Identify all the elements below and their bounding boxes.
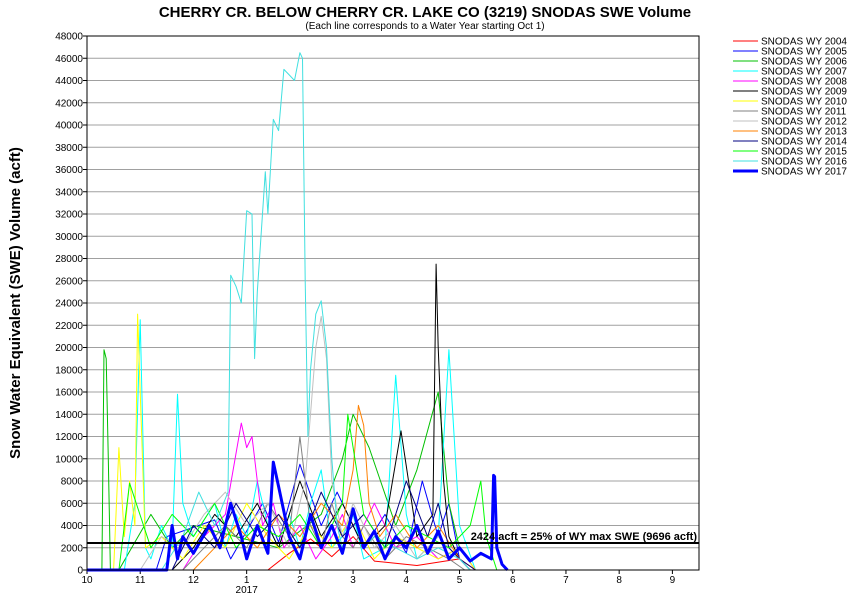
y-tick-label: 22000 xyxy=(55,321,83,332)
y-tick-label: 46000 xyxy=(55,54,83,65)
y-axis-label: Snow Water Equivalent (SWE) Volume (acft… xyxy=(7,147,24,459)
legend-label: SNODAS WY 2016 xyxy=(761,157,847,168)
y-tick-label: 10000 xyxy=(55,454,83,465)
chart-subtitle: (Each line corresponds to a Water Year s… xyxy=(305,21,544,32)
y-tick-label: 42000 xyxy=(55,98,83,109)
legend-label: SNODAS WY 2007 xyxy=(761,67,847,78)
y-tick-label: 14000 xyxy=(55,410,83,421)
x-tick-label: 10 xyxy=(81,575,93,586)
y-tick-label: 44000 xyxy=(55,76,83,87)
legend-label: SNODAS WY 2015 xyxy=(761,147,847,158)
series-line-wy2014 xyxy=(87,480,476,571)
legend-label: SNODAS WY 2004 xyxy=(761,37,847,48)
legend-label: SNODAS WY 2005 xyxy=(761,47,847,58)
series-line-wy2012 xyxy=(87,315,471,571)
legend-label: SNODAS WY 2014 xyxy=(761,137,847,148)
y-tick-label: 2000 xyxy=(61,543,84,554)
threshold-group: 2424 acft = 25% of WY max SWE (9696 acft… xyxy=(87,531,699,545)
y-tick-label: 18000 xyxy=(55,365,83,376)
legend-label: SNODAS WY 2013 xyxy=(761,127,847,138)
series-lines xyxy=(87,52,509,572)
legend-label: SNODAS WY 2008 xyxy=(761,77,847,88)
y-tick-label: 38000 xyxy=(55,143,83,154)
y-tick-label: 6000 xyxy=(61,499,84,510)
y-tick-label: 28000 xyxy=(55,254,83,265)
gridlines xyxy=(87,57,699,549)
y-tick-label: 24000 xyxy=(55,299,83,310)
y-tick-label: 26000 xyxy=(55,276,83,287)
legend-label: SNODAS WY 2017 xyxy=(761,167,847,178)
y-tick-label: 32000 xyxy=(55,210,83,221)
x-tick-label: 6 xyxy=(510,575,516,586)
legend-label: SNODAS WY 2010 xyxy=(761,97,847,108)
x-tick-label: 2 xyxy=(297,575,303,586)
x-tick-label: 3 xyxy=(350,575,356,586)
series-line-wy2017 xyxy=(87,460,509,572)
legend-label: SNODAS WY 2012 xyxy=(761,117,847,128)
legend-label: SNODAS WY 2006 xyxy=(761,57,847,68)
y-tick-label: 16000 xyxy=(55,388,83,399)
chart-title: CHERRY CR. BELOW CHERRY CR. LAKE CO (321… xyxy=(159,4,691,21)
plot-frame xyxy=(86,35,700,571)
y-tick-label: 12000 xyxy=(55,432,83,443)
y-tick-label: 4000 xyxy=(61,521,84,532)
x-tick-label: 5 xyxy=(457,575,463,586)
threshold-label: 2424 acft = 25% of WY max SWE (9696 acft… xyxy=(471,531,698,543)
x-tick-label: 1 xyxy=(244,575,250,586)
y-axis-ticks: 0 2000 4000 6000 8000 10000 12000 14000 16000 180… xyxy=(55,32,87,577)
legend-label: SNODAS WY 2009 xyxy=(761,87,847,98)
x-tick-label: 11 xyxy=(135,575,146,586)
year-label: 2017 xyxy=(236,585,259,596)
x-tick-label: 8 xyxy=(616,575,622,586)
y-tick-label: 34000 xyxy=(55,187,83,198)
y-tick-label: 20000 xyxy=(55,343,83,354)
legend-label: SNODAS WY 2011 xyxy=(761,107,847,118)
x-tick-label: 9 xyxy=(670,575,676,586)
x-tick-label: 7 xyxy=(563,575,569,586)
x-tick-label: 4 xyxy=(404,575,410,586)
series-line-wy2013 xyxy=(87,404,476,571)
y-tick-label: 48000 xyxy=(55,32,83,43)
y-tick-label: 36000 xyxy=(55,165,83,176)
y-tick-label: 0 xyxy=(77,566,83,577)
x-tick-label: 12 xyxy=(188,575,200,586)
y-tick-label: 30000 xyxy=(55,232,83,243)
y-tick-label: 40000 xyxy=(55,121,83,132)
y-tick-label: 8000 xyxy=(61,477,84,488)
